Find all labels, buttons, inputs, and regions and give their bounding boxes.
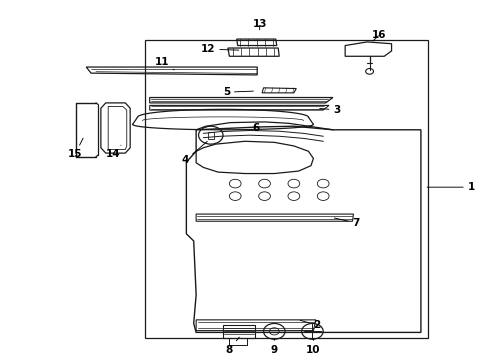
Text: 3: 3 xyxy=(319,105,340,115)
Text: 8: 8 xyxy=(226,337,239,355)
Text: 14: 14 xyxy=(106,145,121,159)
Text: 1: 1 xyxy=(427,182,475,192)
Text: 15: 15 xyxy=(68,138,83,159)
Text: 9: 9 xyxy=(271,339,278,355)
Text: 5: 5 xyxy=(223,87,253,97)
Text: 16: 16 xyxy=(372,30,387,41)
Text: 2: 2 xyxy=(300,320,320,330)
Text: 12: 12 xyxy=(201,44,239,54)
Text: 4: 4 xyxy=(181,141,207,165)
Text: 6: 6 xyxy=(252,123,260,133)
Text: 7: 7 xyxy=(334,218,360,228)
Text: 13: 13 xyxy=(252,19,267,30)
Text: 10: 10 xyxy=(306,339,320,355)
Text: 11: 11 xyxy=(155,57,174,70)
